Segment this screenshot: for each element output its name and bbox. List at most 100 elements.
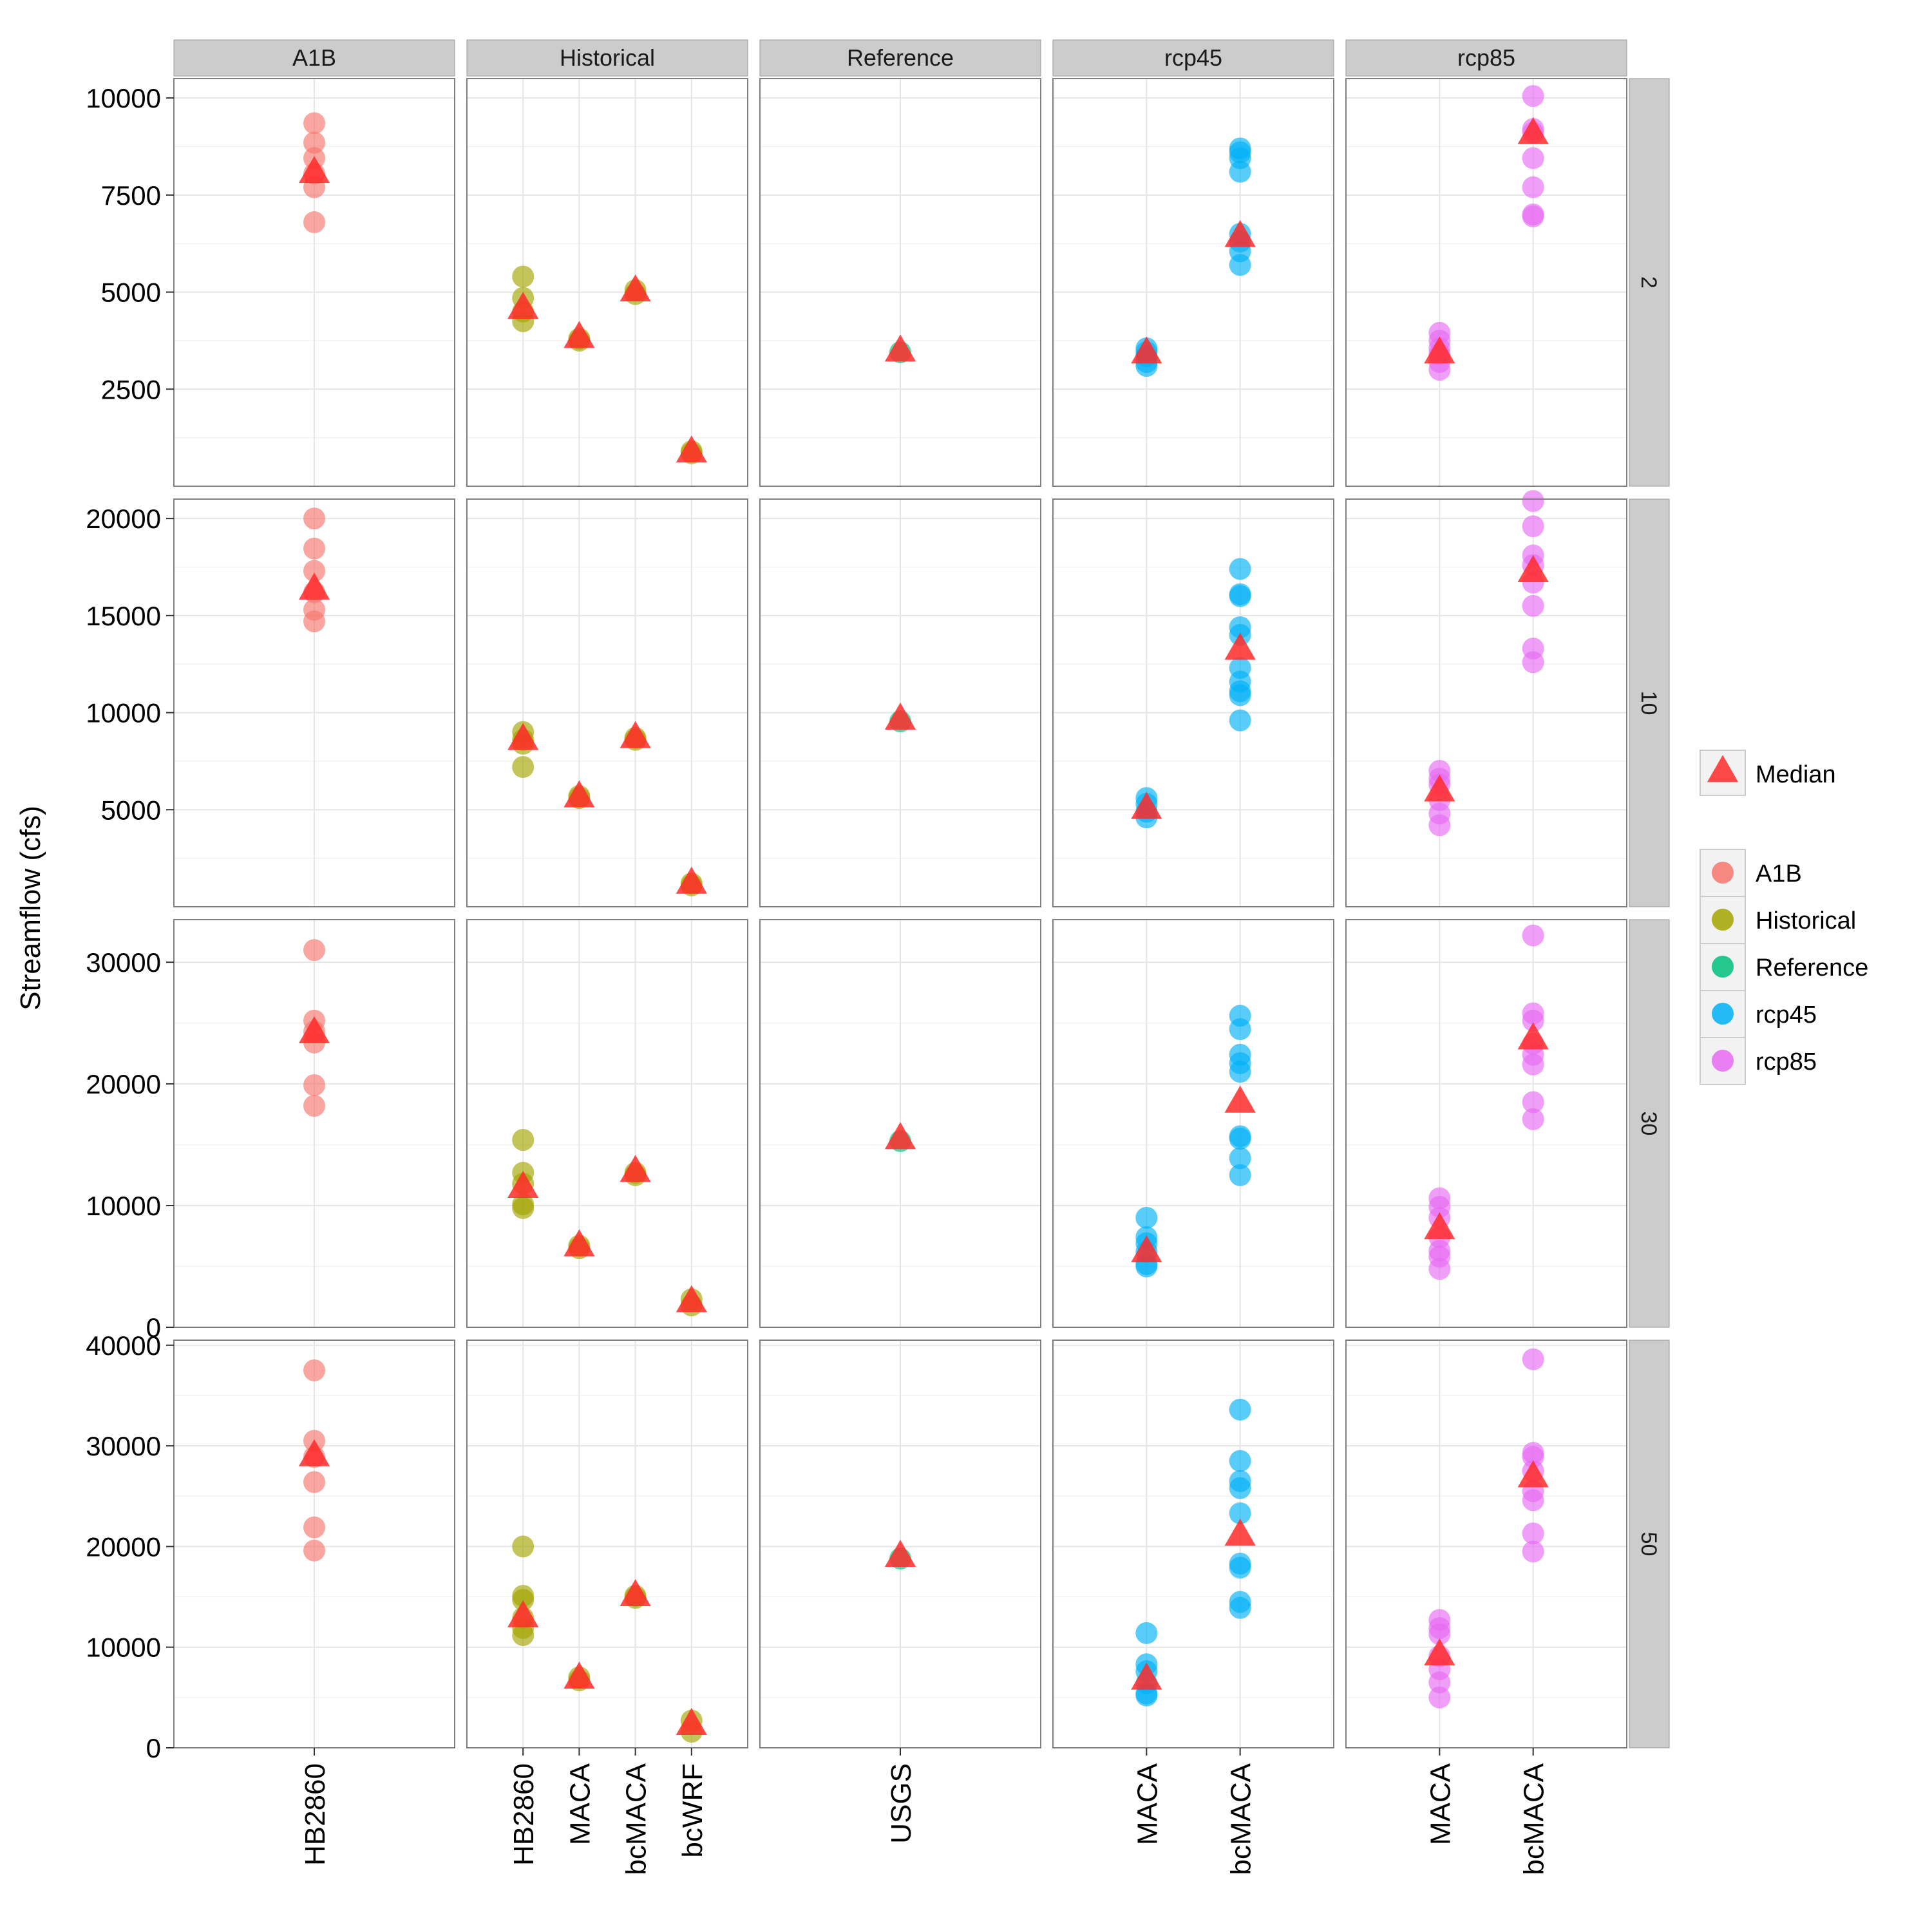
row-strip-label: 2 [1636, 276, 1661, 289]
data-point [1229, 1018, 1251, 1041]
panel-points [1424, 85, 1549, 381]
data-point [1522, 1053, 1544, 1075]
x-tick-label: bcMACA [1519, 1763, 1550, 1875]
median-marker [884, 1122, 916, 1150]
median-marker [620, 274, 651, 301]
data-point [1229, 1557, 1251, 1579]
data-point [1522, 176, 1544, 198]
data-point [1229, 1450, 1251, 1472]
row-strip [1629, 919, 1670, 1328]
x-tick-label: MACA [1425, 1763, 1456, 1845]
data-point [1229, 1502, 1251, 1524]
data-point [1428, 1258, 1451, 1280]
median-marker [564, 1662, 595, 1689]
data-point [303, 1471, 325, 1493]
median-marker [507, 1170, 539, 1198]
data-point [1522, 205, 1544, 228]
y-tick-label: 20000 [86, 504, 161, 534]
median-marker [564, 321, 595, 348]
panel-background [1346, 920, 1627, 1327]
median-marker [1131, 1662, 1162, 1690]
data-point [1229, 254, 1251, 276]
panel-border [173, 78, 455, 487]
y-tick-label: 2500 [101, 374, 161, 404]
panel-background [1053, 79, 1334, 486]
panel-points [507, 1129, 707, 1316]
data-point [1522, 594, 1544, 617]
column-strip-label: Historical [560, 44, 655, 71]
panel-border [759, 919, 1041, 1328]
data-point [303, 131, 325, 154]
legend-swatch [1712, 909, 1734, 931]
panel-points [1131, 1398, 1256, 1707]
median-marker [1131, 336, 1162, 364]
median-marker [507, 1600, 539, 1627]
y-tick-label: 10000 [86, 698, 161, 728]
panel-background [467, 79, 748, 486]
panel-points [1131, 1005, 1256, 1278]
data-point [1229, 160, 1251, 183]
row-strip-label: 50 [1636, 1532, 1661, 1557]
data-point [512, 265, 535, 288]
legend-label: Historical [1756, 907, 1856, 934]
data-point [512, 755, 535, 778]
panel-background [1053, 499, 1334, 907]
panel-border [1345, 498, 1627, 907]
data-point [1229, 1596, 1251, 1619]
legend-swatch [1712, 956, 1734, 978]
median-marker [1224, 1085, 1256, 1113]
median-marker [1424, 1638, 1455, 1666]
panel-points [884, 703, 916, 733]
legend-swatch [1712, 1003, 1734, 1025]
row-strips: 2 10 30 50 [1629, 78, 1670, 1748]
panel-border [759, 498, 1041, 907]
median-marker [298, 1016, 330, 1044]
panel-border [1052, 498, 1334, 907]
x-axes: HB2860 HB2860 MACA bcMACA bcWRF USGS MACA bcMAC… [299, 1748, 1550, 1875]
legend-label: Reference [1756, 954, 1868, 981]
data-point [1522, 924, 1544, 947]
data-point [1522, 1348, 1544, 1370]
panel-points [884, 334, 916, 364]
panel-background [467, 499, 748, 907]
panel-points [298, 939, 330, 1117]
panel-border [173, 498, 455, 907]
median-marker [564, 780, 595, 808]
y-tick-label: 30000 [86, 947, 161, 978]
median-marker [676, 1708, 707, 1736]
panel-points [298, 1359, 330, 1562]
data-point [303, 560, 325, 582]
data-point [1522, 490, 1544, 513]
median-marker [507, 723, 539, 750]
data-point [1229, 585, 1251, 607]
median-marker [1517, 554, 1549, 582]
panel-border [1052, 919, 1334, 1328]
legend-label: rcp85 [1756, 1048, 1817, 1075]
panel-points [507, 721, 707, 896]
legend-median-marker [1707, 755, 1739, 782]
median-marker [1224, 632, 1256, 660]
panel-background [1053, 1340, 1334, 1748]
panel-points [507, 1535, 707, 1743]
data-point [1522, 1522, 1544, 1545]
median-marker [1224, 220, 1256, 247]
x-tick-label: bcMACA [1226, 1763, 1257, 1875]
panel-points [884, 1122, 916, 1152]
x-tick-label: HB2860 [299, 1763, 331, 1866]
median-marker [1131, 791, 1162, 819]
data-point [1428, 359, 1451, 381]
y-axes: 2500 5000 7500 10000 5000 10000 15000 20000 0 100… [86, 83, 174, 1763]
panel-border [1052, 78, 1334, 487]
data-point [1229, 1128, 1251, 1150]
median-marker [884, 334, 916, 362]
data-point [1135, 1684, 1158, 1707]
panel-background [467, 1340, 748, 1748]
data-point [1229, 1477, 1251, 1499]
facet-panels [173, 78, 1627, 1748]
row-strip [1629, 1340, 1670, 1748]
column-strip-label: rcp45 [1164, 44, 1222, 71]
data-point [1229, 1164, 1251, 1186]
y-tick-label: 5000 [101, 278, 161, 308]
data-point [1522, 1091, 1544, 1113]
data-point [1428, 1671, 1451, 1694]
